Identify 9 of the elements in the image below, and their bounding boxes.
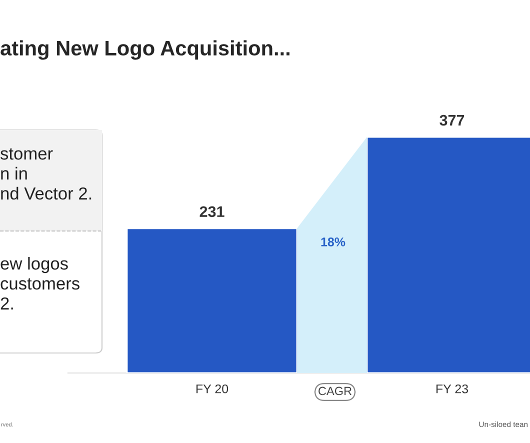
annotation: ew logos customers 2.: [0, 256, 80, 310]
annotation: 18%: [321, 238, 346, 246]
annotation: stomer n in nd Vector 2.: [0, 148, 92, 200]
x-tick-label: FY 20: [196, 384, 228, 394]
data-label: 377: [440, 114, 464, 126]
text: CAGR: [318, 386, 352, 396]
chart-title: ating New Logo Acquisition...: [0, 40, 290, 60]
x-tick-label: FY 23: [436, 384, 468, 394]
data-label: 231: [200, 206, 224, 218]
